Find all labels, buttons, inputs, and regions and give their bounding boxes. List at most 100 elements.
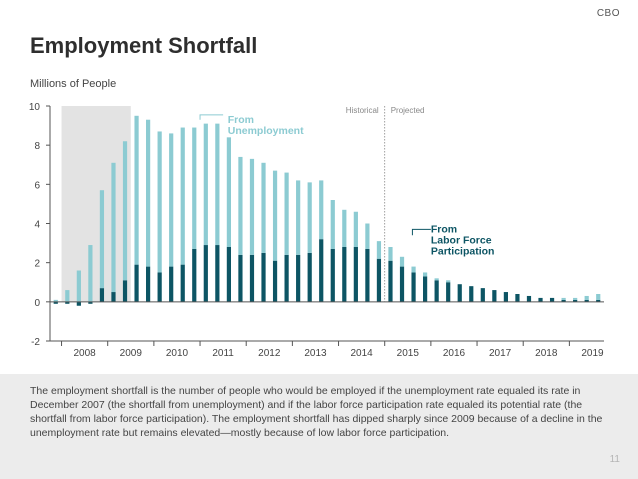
- x-tick-label: 2013: [304, 348, 327, 359]
- bar-participation: [538, 297, 543, 302]
- bar-unemployment: [296, 180, 301, 255]
- bar-participation: [53, 301, 58, 304]
- bar-participation: [411, 272, 416, 302]
- label-participation: Participation: [431, 245, 495, 257]
- bar-unemployment: [434, 278, 439, 281]
- bar-participation: [549, 297, 555, 302]
- bar-participation: [65, 301, 70, 304]
- historical-label: Historical: [346, 106, 379, 115]
- bar-unemployment: [446, 280, 451, 283]
- bar-unemployment: [226, 137, 231, 247]
- bar-participation: [434, 280, 439, 302]
- bar-participation: [238, 254, 243, 302]
- chart-title: Employment Shortfall: [30, 33, 258, 58]
- bar-unemployment: [284, 172, 289, 255]
- bar-unemployment: [353, 211, 358, 247]
- bar-unemployment: [249, 158, 255, 255]
- bar-participation: [388, 260, 393, 302]
- bar-unemployment: [65, 290, 70, 302]
- bar-participation: [561, 299, 566, 302]
- bar-unemployment: [169, 133, 174, 267]
- stacked-bar-chart: Millions of People -2 0 2 4 6 8 10 2008 2009 2010 2…: [29, 78, 604, 359]
- bar-unemployment: [180, 127, 185, 265]
- x-tick-label: 2012: [258, 348, 281, 359]
- bar-participation: [261, 252, 266, 302]
- bar-unemployment: [192, 127, 197, 249]
- y-tick-label: 2: [34, 259, 40, 270]
- bar-unemployment: [99, 190, 105, 289]
- x-tick-label: 2019: [581, 348, 604, 359]
- bar-participation: [573, 299, 578, 302]
- bar-participation: [76, 301, 81, 306]
- bar-participation: [503, 292, 508, 302]
- bar-participation: [376, 258, 382, 302]
- bar-unemployment: [573, 297, 578, 300]
- bar-unemployment: [399, 256, 405, 267]
- x-tick-label: 2015: [397, 348, 420, 359]
- bar-unemployment: [134, 115, 139, 265]
- x-tick-label: 2017: [489, 348, 512, 359]
- bar-participation: [492, 290, 497, 302]
- bar-participation: [272, 260, 278, 302]
- leader-participation: [411, 228, 431, 236]
- bar-unemployment: [111, 162, 116, 293]
- y-tick-label: 10: [29, 102, 41, 113]
- bar-participation: [469, 286, 474, 302]
- bar-participation: [226, 247, 231, 302]
- bar-participation: [249, 254, 255, 302]
- brand-logo-text: CBO: [596, 8, 620, 19]
- x-tick-label: 2016: [443, 348, 466, 359]
- bar-participation: [480, 288, 485, 302]
- bar-unemployment: [146, 119, 151, 267]
- label-unemployment: Unemployment: [228, 125, 304, 137]
- x-tick-label: 2010: [166, 348, 189, 359]
- bar-participation: [111, 292, 116, 302]
- label-unemployment: From: [228, 114, 254, 126]
- bar-participation: [192, 248, 197, 302]
- chart-area: Millions of People -2 0 2 4 6 8 10 2008 2009 2010 2…: [29, 78, 604, 359]
- x-tick-label: 2018: [535, 348, 558, 359]
- y-tick-label: 4: [34, 220, 40, 231]
- bar-participation: [296, 254, 301, 302]
- bar-unemployment: [307, 182, 312, 253]
- bar-participation: [169, 266, 174, 302]
- page-number: 11: [609, 454, 620, 465]
- x-tick-label: 2014: [351, 348, 374, 359]
- bar-unemployment: [261, 162, 266, 253]
- projected-label: Projected: [391, 106, 425, 115]
- bar-unemployment: [411, 266, 416, 273]
- caption-panel: The employment shortfall is the number o…: [0, 374, 638, 479]
- bar-participation: [457, 284, 462, 302]
- x-tick-label: 2008: [74, 348, 97, 359]
- leader-unemployment: [199, 114, 224, 120]
- y-tick-label: 8: [34, 141, 40, 152]
- bar-unemployment: [342, 209, 347, 247]
- bar-participation: [330, 248, 335, 302]
- caption-text: The employment shortfall is the number o…: [30, 385, 603, 439]
- bar-unemployment: [157, 131, 162, 273]
- bar-unemployment: [203, 123, 208, 246]
- x-tick-label: 2009: [120, 348, 143, 359]
- bar-participation: [88, 301, 93, 304]
- x-tick-label: 2011: [212, 348, 234, 359]
- bar-participation: [353, 247, 358, 302]
- bar-participation: [423, 276, 428, 302]
- bar-unemployment: [365, 223, 370, 249]
- bar-unemployment: [388, 247, 393, 261]
- bar-unemployment: [53, 299, 58, 302]
- bar-unemployment: [584, 295, 589, 300]
- bar-unemployment: [319, 180, 324, 240]
- y-tick-label: 0: [34, 298, 40, 309]
- bar-participation: [215, 245, 220, 302]
- label-participation: From: [431, 223, 457, 235]
- bar-participation: [157, 272, 162, 302]
- bar-participation: [146, 266, 151, 302]
- bar-participation: [446, 282, 451, 302]
- bar-unemployment: [423, 272, 428, 277]
- label-participation: Labor Force: [431, 234, 492, 246]
- bar-participation: [584, 299, 589, 302]
- y-tick-label: 6: [34, 180, 40, 191]
- bar-participation: [596, 299, 601, 302]
- bar-unemployment: [88, 245, 93, 302]
- bar-participation: [365, 248, 370, 302]
